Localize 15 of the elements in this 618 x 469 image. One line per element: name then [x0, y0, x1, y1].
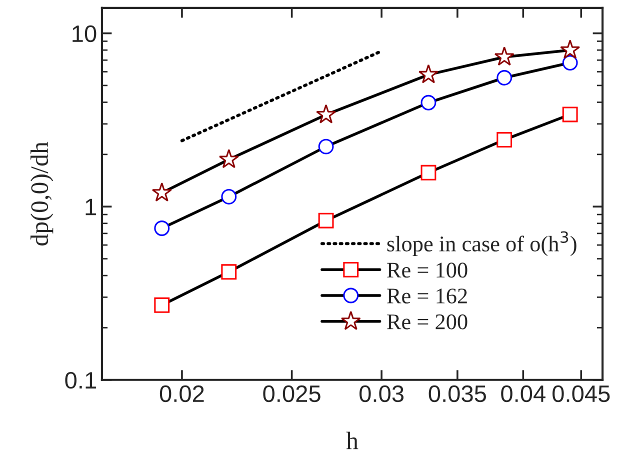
x-tick-label: 0.025	[263, 385, 320, 402]
x-tick-label: 0.02	[160, 385, 204, 402]
legend-label: slope in case of o(h$^{3}$)	[387, 231, 576, 256]
x-axis-title: h	[346, 432, 358, 450]
x-tick-label: 0.045	[552, 385, 610, 402]
legend-label: Re = 100	[387, 262, 468, 278]
x-tick-label: 0.03	[360, 385, 404, 402]
y-axis-title: dp(0,0)/dh	[30, 142, 54, 246]
x-tick-label: 0.04	[501, 385, 546, 402]
y-tick-label: 1	[86, 198, 96, 216]
y-tick-label: 10	[72, 25, 96, 42]
x-tick-label: 0.035	[428, 385, 486, 402]
y-tick-label: 0.1	[65, 372, 96, 389]
legend-label: Re = 162	[387, 288, 467, 304]
legend-label: Re = 200	[387, 314, 468, 330]
